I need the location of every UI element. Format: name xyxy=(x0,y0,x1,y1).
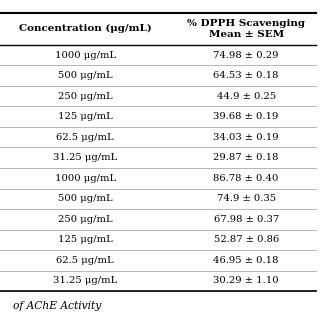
Text: 64.53 ± 0.18: 64.53 ± 0.18 xyxy=(213,71,279,80)
Text: % DPPH Scavenging
Mean ± SEM: % DPPH Scavenging Mean ± SEM xyxy=(187,19,305,38)
Text: Concentration (μg/mL): Concentration (μg/mL) xyxy=(19,24,152,33)
Text: 250 μg/mL: 250 μg/mL xyxy=(58,92,113,100)
Text: of AChE Activity: of AChE Activity xyxy=(12,301,101,311)
Text: 500 μg/mL: 500 μg/mL xyxy=(58,194,113,203)
Text: 1000 μg/mL: 1000 μg/mL xyxy=(55,174,116,183)
Text: 500 μg/mL: 500 μg/mL xyxy=(58,71,113,80)
Text: 31.25 μg/mL: 31.25 μg/mL xyxy=(53,153,117,162)
Text: 52.87 ± 0.86: 52.87 ± 0.86 xyxy=(213,236,279,244)
Text: 34.03 ± 0.19: 34.03 ± 0.19 xyxy=(213,133,279,142)
Text: 86.78 ± 0.40: 86.78 ± 0.40 xyxy=(213,174,279,183)
Text: 62.5 μg/mL: 62.5 μg/mL xyxy=(56,256,114,265)
Text: 31.25 μg/mL: 31.25 μg/mL xyxy=(53,276,117,285)
Text: 1000 μg/mL: 1000 μg/mL xyxy=(55,51,116,60)
Text: 39.68 ± 0.19: 39.68 ± 0.19 xyxy=(213,112,279,121)
Text: 46.95 ± 0.18: 46.95 ± 0.18 xyxy=(213,256,279,265)
Text: 29.87 ± 0.18: 29.87 ± 0.18 xyxy=(213,153,279,162)
Text: 67.98 ± 0.37: 67.98 ± 0.37 xyxy=(213,215,279,224)
Text: 125 μg/mL: 125 μg/mL xyxy=(58,112,113,121)
Text: 30.29 ± 1.10: 30.29 ± 1.10 xyxy=(213,276,279,285)
Text: 125 μg/mL: 125 μg/mL xyxy=(58,236,113,244)
Text: 74.98 ± 0.29: 74.98 ± 0.29 xyxy=(213,51,279,60)
Text: 62.5 μg/mL: 62.5 μg/mL xyxy=(56,133,114,142)
Text: 250 μg/mL: 250 μg/mL xyxy=(58,215,113,224)
Text: 44.9 ± 0.25: 44.9 ± 0.25 xyxy=(217,92,276,100)
Text: 74.9 ± 0.35: 74.9 ± 0.35 xyxy=(217,194,276,203)
